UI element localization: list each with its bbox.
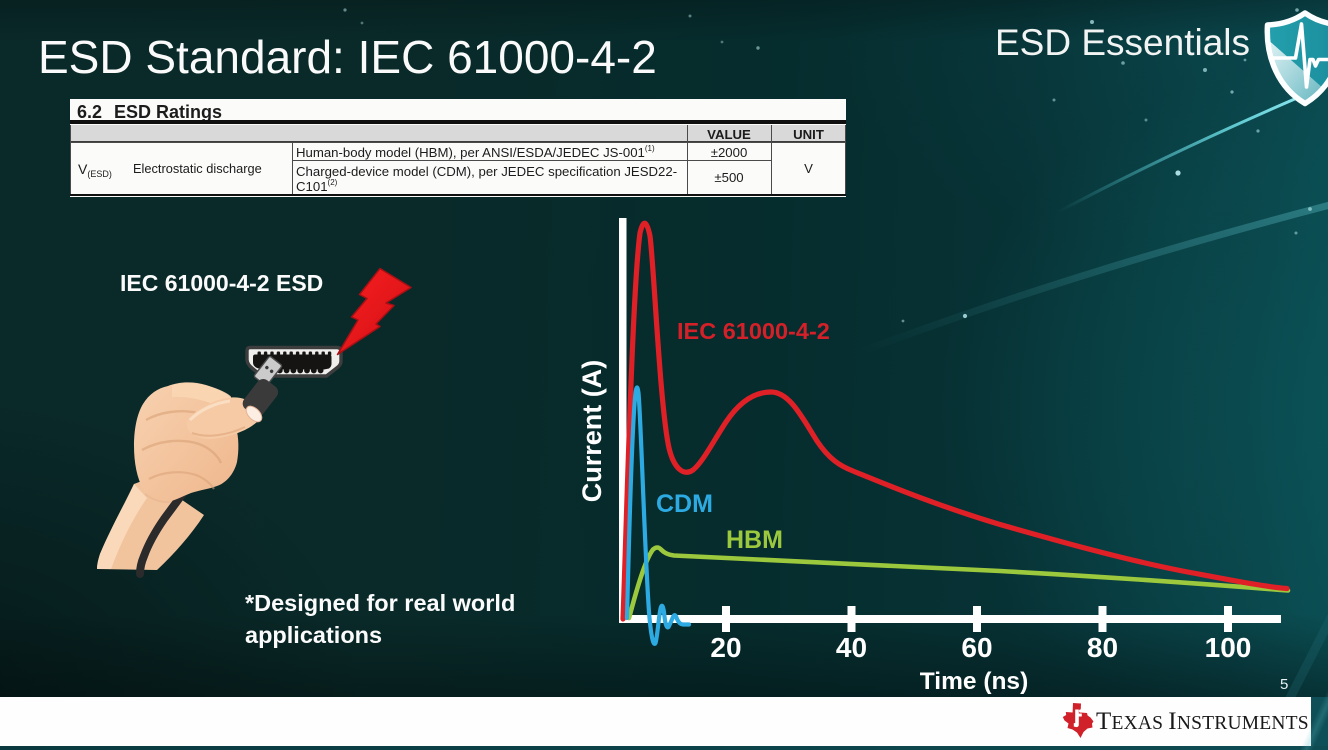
svg-text:HBM: HBM: [726, 526, 783, 554]
svg-text:applications: applications: [245, 622, 382, 648]
svg-text:Current (A): Current (A): [577, 360, 607, 503]
svg-text:Time (ns): Time (ns): [920, 668, 1028, 695]
svg-text:CDM: CDM: [656, 490, 713, 518]
svg-text:20: 20: [710, 632, 741, 663]
svg-text:IEC 61000-4-2 ESD: IEC 61000-4-2 ESD: [120, 270, 323, 296]
svg-text:100: 100: [1205, 632, 1252, 663]
svg-text:*Designed for real world: *Designed for real world: [245, 590, 515, 616]
svg-text:40: 40: [836, 632, 867, 663]
svg-text:80: 80: [1087, 632, 1118, 663]
svg-text:60: 60: [961, 632, 992, 663]
svg-text:IEC 61000-4-2: IEC 61000-4-2: [677, 318, 830, 344]
